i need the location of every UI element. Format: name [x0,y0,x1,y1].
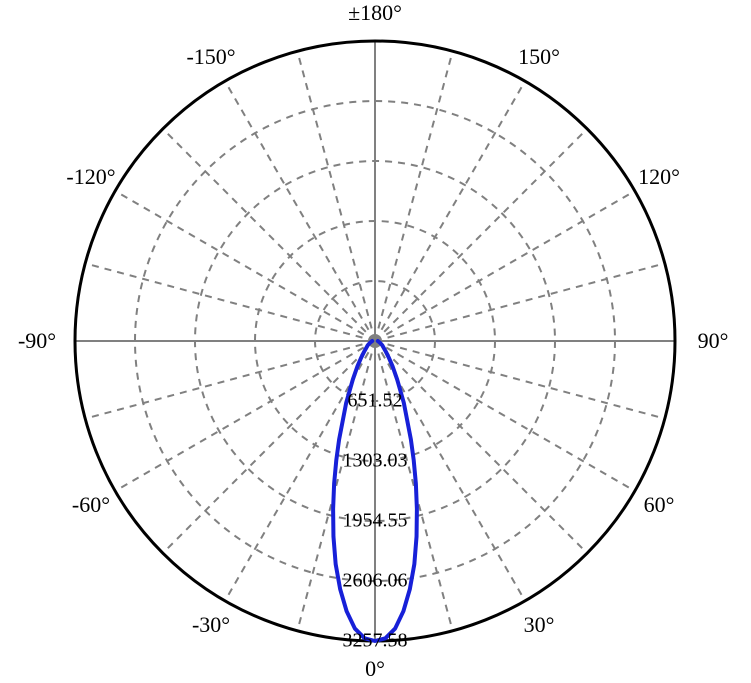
grid-spoke [297,51,375,341]
grid-spoke [375,51,453,341]
grid-spoke [163,341,375,553]
grid-spoke [375,341,665,419]
grid-spoke [375,341,587,553]
grid-spoke [375,263,665,341]
grid-spoke [375,191,635,341]
grid-spoke [297,341,375,631]
grid-spoke [85,341,375,419]
polar-chart: 0°30°60°90°120°150°±180°-150°-120°-90°-6… [0,0,751,683]
grid-spoke [375,129,587,341]
grid-spoke [163,129,375,341]
polar-svg [0,0,751,683]
grid-spoke [375,81,525,341]
grid-spoke [115,191,375,341]
grid-spoke [375,341,453,631]
grid-spoke [85,263,375,341]
grid-spoke [225,81,375,341]
